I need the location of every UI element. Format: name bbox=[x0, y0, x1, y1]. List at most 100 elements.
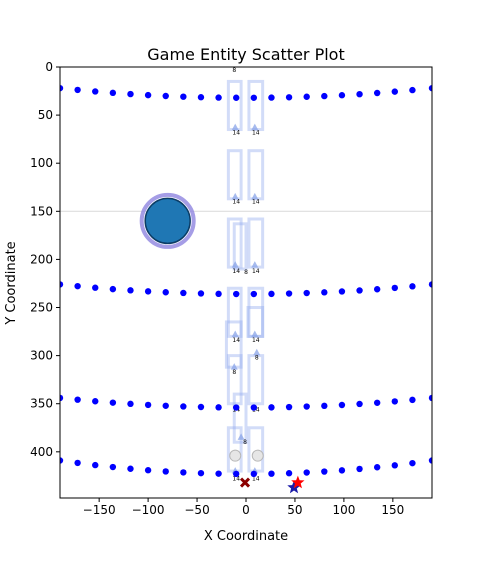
entity-dot bbox=[268, 404, 275, 411]
entity-count-label: 8 bbox=[244, 269, 248, 276]
entity-dot bbox=[127, 90, 134, 98]
entity-dot bbox=[338, 288, 346, 295]
triangle-marker bbox=[237, 433, 245, 440]
entity-dot bbox=[391, 88, 398, 95]
entity-dot bbox=[321, 289, 328, 296]
x-tick-label: 50 bbox=[287, 503, 302, 517]
entity-dot bbox=[356, 90, 363, 98]
entity-box bbox=[247, 79, 265, 132]
entity-dot bbox=[127, 287, 134, 294]
entity-count-label: 14 bbox=[232, 476, 240, 483]
y-tick-label: 100 bbox=[30, 156, 53, 170]
triangle-marker bbox=[251, 123, 259, 131]
entity-dot bbox=[197, 403, 205, 411]
entity-dot bbox=[233, 94, 240, 101]
entity-dot bbox=[321, 92, 328, 100]
entity-dot bbox=[428, 457, 432, 464]
entity-dot bbox=[409, 86, 416, 94]
entity-dot bbox=[303, 403, 310, 410]
entity-count-label: 14 bbox=[232, 199, 240, 206]
y-tick-label: 150 bbox=[30, 204, 53, 218]
entity-count-label: 8 bbox=[232, 67, 236, 74]
entity-dot bbox=[391, 398, 398, 405]
entity-dot bbox=[356, 287, 363, 294]
entity-dot bbox=[109, 463, 117, 471]
entity-dot bbox=[144, 467, 152, 474]
entity-box bbox=[247, 217, 265, 269]
entity-dot bbox=[74, 396, 81, 403]
entity-dot bbox=[303, 93, 310, 100]
entity-box bbox=[226, 354, 243, 406]
y-tick-label: 50 bbox=[38, 108, 53, 122]
entity-dot bbox=[92, 284, 99, 291]
entity-dot bbox=[303, 469, 310, 476]
entity-box bbox=[247, 149, 265, 201]
entity-dot bbox=[109, 89, 117, 97]
y-axis-label: Y Coordinate bbox=[4, 241, 19, 325]
entity-count-label: 8 bbox=[232, 369, 236, 376]
entity-dot bbox=[268, 290, 275, 298]
entity-count-label: 14 bbox=[252, 199, 260, 206]
entity-count-label: 14 bbox=[232, 268, 240, 275]
y-tick-label: 300 bbox=[30, 349, 53, 363]
entity-dot bbox=[60, 457, 64, 464]
player-ring bbox=[139, 192, 196, 249]
entity-count-label: 14 bbox=[252, 129, 260, 136]
entity-dot bbox=[74, 282, 81, 290]
entity-dot bbox=[162, 468, 169, 475]
entity-count-label: 8 bbox=[243, 439, 247, 446]
entity-dot bbox=[356, 465, 363, 473]
entity-dot bbox=[321, 402, 328, 410]
y-tick-label: 350 bbox=[30, 397, 53, 411]
entity-count-label: 14 bbox=[232, 129, 240, 136]
entity-dot bbox=[233, 404, 240, 411]
triangle-marker bbox=[251, 261, 259, 268]
entity-dot bbox=[338, 467, 346, 474]
x-axis-label: X Coordinate bbox=[204, 529, 288, 544]
entity-dot bbox=[338, 92, 346, 99]
entity-box bbox=[226, 79, 243, 132]
triangle-marker bbox=[231, 192, 239, 200]
entity-box bbox=[247, 426, 265, 473]
entity-dot bbox=[285, 290, 293, 297]
entity-dot bbox=[215, 470, 222, 477]
triangle-marker bbox=[251, 192, 259, 200]
entity-dot bbox=[373, 464, 381, 471]
entity-dot bbox=[250, 290, 258, 298]
grey-disc bbox=[229, 449, 242, 462]
entity-dot bbox=[180, 469, 187, 476]
entity-dot bbox=[233, 470, 240, 478]
triangle-marker bbox=[231, 330, 239, 337]
entity-dot bbox=[74, 86, 81, 94]
triangle-marker bbox=[251, 330, 259, 337]
entity-count-label: 14 bbox=[232, 337, 240, 344]
entity-dot bbox=[109, 285, 117, 293]
entity-dot bbox=[356, 400, 363, 408]
entity-dot bbox=[162, 289, 169, 296]
y-tick-label: 200 bbox=[30, 252, 53, 266]
entity-box bbox=[232, 392, 248, 444]
entity-dot bbox=[60, 84, 64, 92]
entity-dot bbox=[233, 290, 240, 298]
entity-dot bbox=[197, 290, 205, 297]
entity-box bbox=[226, 149, 243, 201]
entity-dot bbox=[321, 468, 328, 475]
entity-dot bbox=[197, 469, 205, 477]
blue-star-marker bbox=[287, 480, 301, 494]
entity-dot bbox=[74, 459, 81, 467]
triangle-marker bbox=[230, 363, 238, 370]
entity-dot bbox=[409, 283, 416, 290]
entity-dot bbox=[428, 84, 432, 92]
entity-dot bbox=[92, 461, 99, 469]
entity-dot bbox=[162, 92, 169, 100]
entity-count-label: 14 bbox=[252, 476, 260, 483]
x-tick-label: 150 bbox=[381, 503, 404, 517]
enemy-x-marker bbox=[239, 477, 251, 488]
entity-dot bbox=[180, 93, 187, 100]
entity-dot bbox=[162, 402, 169, 409]
plot-marks: 8141481414141414814141488141481414 bbox=[60, 67, 432, 494]
x-tick-label: 100 bbox=[332, 503, 355, 517]
entity-count-label: 14 bbox=[252, 337, 260, 344]
entity-dot bbox=[92, 398, 99, 405]
entity-dot bbox=[215, 290, 222, 298]
